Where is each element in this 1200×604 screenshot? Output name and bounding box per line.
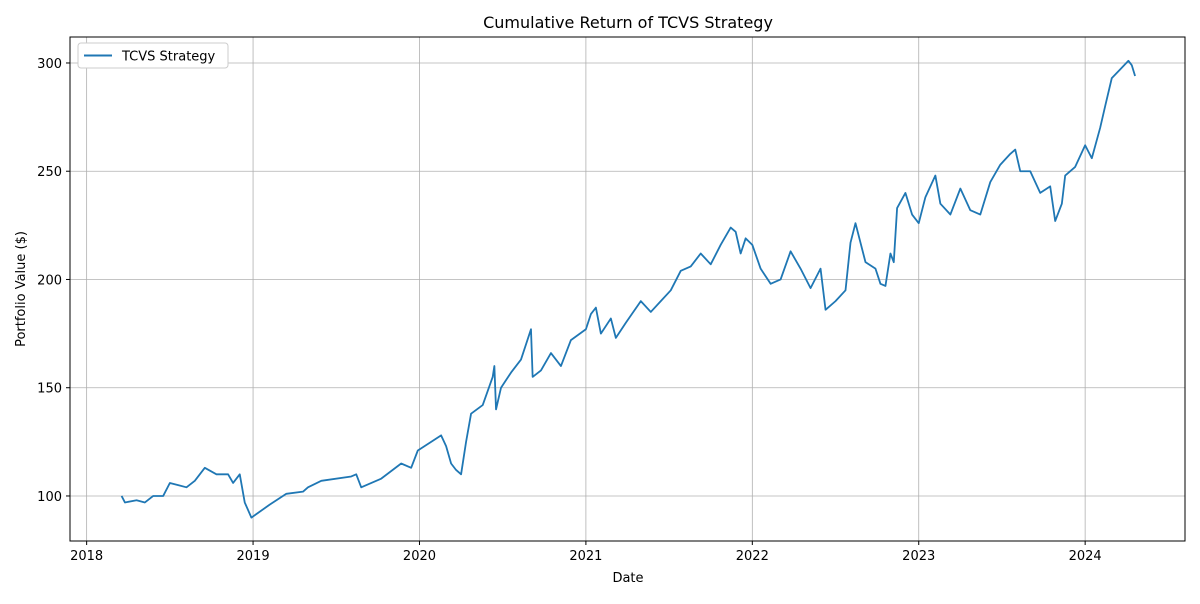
- y-tick-label: 300: [37, 57, 62, 72]
- y-tick-label: 250: [37, 165, 62, 180]
- x-tick-label: 2021: [569, 549, 602, 564]
- x-tick-label: 2018: [70, 549, 103, 564]
- y-tick-label: 200: [37, 273, 62, 288]
- x-tick-label: 2022: [736, 549, 769, 564]
- legend-box: [77, 42, 229, 69]
- x-tick-label: 2023: [902, 549, 935, 564]
- legend-label: TCVS Strategy: [121, 50, 216, 65]
- y-tick-label: 100: [37, 490, 62, 505]
- plot-frame: [69, 36, 1186, 542]
- y-tick-label: 150: [37, 382, 62, 397]
- x-tick-label: 2019: [237, 549, 270, 564]
- x-axis-label: Date: [612, 571, 643, 586]
- x-tick-label: 2020: [403, 549, 436, 564]
- chart-title: Cumulative Return of TCVS Strategy: [483, 13, 773, 32]
- y-axis-label: Portfolio Value ($): [14, 231, 29, 347]
- data-line: [120, 59, 1136, 519]
- x-tick-label: 2024: [1069, 549, 1102, 564]
